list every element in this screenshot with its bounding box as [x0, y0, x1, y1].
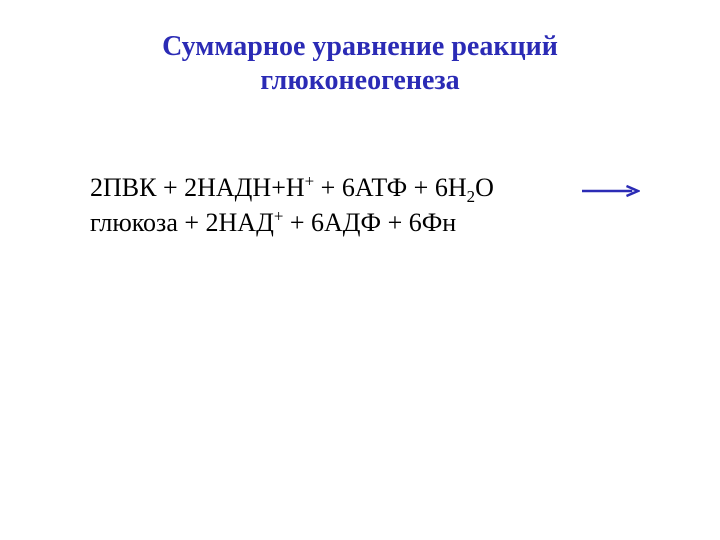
eq2-part1: глюкоза + 2НАД — [90, 208, 274, 237]
reaction-arrow-icon — [582, 184, 640, 198]
eq1-part3: О — [475, 173, 494, 202]
eq1-sup1: + — [305, 171, 315, 190]
eq1-part1: 2ПВК + 2НАДН+Н — [90, 173, 305, 202]
slide: Суммарное уравнение реакций глюконеогене… — [0, 0, 720, 540]
title-line-1: Суммарное уравнение реакций — [0, 30, 720, 64]
equation-reactants: 2ПВК + 2НАДН+Н+ + 6АТФ + 6Н2О — [90, 170, 650, 205]
eq2-part2: + 6АДФ + 6Фн — [283, 208, 456, 237]
title-line-2: глюконеогенеза — [0, 64, 720, 98]
eq2-sup1: + — [274, 206, 284, 225]
slide-title: Суммарное уравнение реакций глюконеогене… — [0, 30, 720, 97]
eq1-part2: + 6АТФ + 6Н — [314, 173, 466, 202]
eq1-sub1: 2 — [467, 187, 475, 206]
equation-products: глюкоза + 2НАД+ + 6АДФ + 6Фн — [90, 205, 650, 240]
equation-body: 2ПВК + 2НАДН+Н+ + 6АТФ + 6Н2О глюкоза + … — [90, 170, 650, 240]
